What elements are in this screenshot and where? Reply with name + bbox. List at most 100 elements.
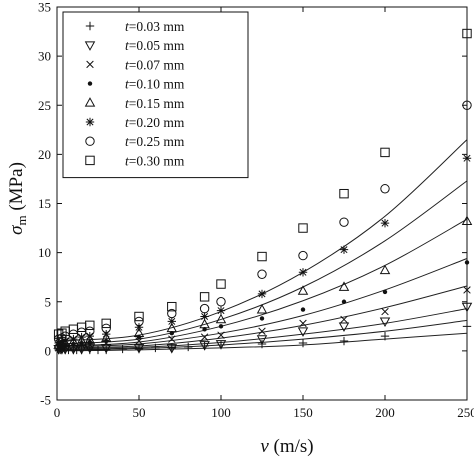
x-tick-label: 250 [457,405,474,420]
data-point-triangle-down [256,335,268,345]
data-point-square [257,251,267,262]
legend-entry-var: t [125,57,130,72]
legend-entry-var: t [125,77,130,92]
data-point-triangle-up [215,313,227,324]
data-point-plus [380,331,390,341]
legend-entry: t=0.25 mm [125,134,185,149]
legend-entry: t=0.30 mm [125,153,185,168]
legend-entry: t=0.20 mm [125,115,185,130]
data-point-circle [199,303,210,314]
legend-marker-dot [87,81,93,86]
legend-entry-var: t [125,38,130,53]
legend-entry: t=0.07 mm [125,57,185,72]
legend-entry-text: =0.30 mm [129,153,185,168]
legend-entry-var: t [125,96,130,111]
data-point-square [339,188,349,199]
data-point-asterisk [101,329,111,339]
legend-entry: t=0.10 mm [125,77,185,92]
data-point-asterisk [298,268,308,277]
data-point-triangle-up [297,285,309,295]
data-point-dot [464,260,470,265]
data-point-triangle-down [199,341,210,351]
y-tick-label: 15 [38,196,51,211]
data-point-triangle-up [133,327,145,338]
y-axis-label: σm (MPa) [6,162,29,235]
data-point-plus [118,344,127,354]
data-point-plus [183,342,193,352]
data-point-plus [93,345,103,355]
legend-entry-var: t [125,134,130,149]
data-point-asterisk [339,245,349,254]
legend-marker-asterisk [85,117,95,127]
data-point-circle [298,250,308,261]
y-tick-label: 30 [38,49,51,64]
data-point-asterisk [85,331,95,341]
data-point-square [216,279,226,289]
data-point-asterisk [257,289,267,299]
y-axis-unit: (MPa) [6,162,27,215]
data-point-triangle-up [84,334,96,344]
y-tick-label: 10 [38,245,51,260]
data-point-plus [151,343,160,353]
data-point-dot [341,299,347,304]
data-point-square [380,147,390,158]
data-point-circle [216,297,226,307]
data-point-x [135,337,143,345]
data-point-dot [382,289,388,295]
data-point-asterisk [216,306,226,315]
legend-entry-var: t [125,115,130,130]
fit-line-8 [56,139,468,342]
y-tick-label: 25 [38,98,51,113]
legend-entry-var: t [125,153,130,168]
legend-entry: t=0.15 mm [125,96,185,111]
data-point-x [340,315,348,324]
y-axis-subscript: m [14,215,29,225]
data-point-square [53,329,64,339]
data-point-triangle-down [297,327,309,337]
data-point-x [463,286,471,294]
data-point-triangle-up [100,332,112,342]
legend-box [62,11,249,179]
data-point-x [258,327,266,335]
fit-line-4 [56,285,468,349]
fit-line-5 [56,258,468,348]
data-point-dot [218,324,224,329]
legend-entry-text: =0.05 mm [129,38,185,53]
legend-marker-triangle-up [84,97,96,107]
data-point-square [462,28,472,39]
data-point-square [134,311,144,322]
legend: t=0.03 mmt=0.05 mmt=0.07 mmt=0.10 mmt=0.… [62,11,249,179]
data-point-x [381,307,389,316]
data-point-dot [259,316,265,321]
data-point-circle [339,217,349,227]
data-point-asterisk [167,317,177,326]
data-point-square [167,301,177,312]
legend-marker-triangle-down [84,41,96,51]
legend-entry-var: t [125,19,130,34]
data-point-circle [380,184,390,194]
data-point-triangle-up [53,339,64,349]
legend-entry-text: =0.25 mm [129,134,185,149]
data-point-x [200,333,209,341]
data-point-triangle-down [215,340,227,350]
data-point-circle [101,323,111,333]
data-point-square [57,328,67,338]
data-point-asterisk [69,334,78,344]
data-point-triangle-down [338,322,350,332]
legend-entry-text: =0.07 mm [129,57,185,72]
fit-line-7 [56,180,468,345]
data-point-triangle-up [256,303,268,314]
x-tick-label: 100 [211,405,231,420]
x-axis-symbol: v [260,436,269,457]
legend-marker-x [86,60,94,69]
data-point-square [76,322,87,332]
legend-entry: t=0.03 mm [125,19,185,34]
data-point-asterisk [77,332,86,342]
x-axis-unit: (m/s) [269,436,314,457]
x-tick-label: 0 [54,405,61,420]
data-point-circle [257,269,267,279]
data-point-dot [136,334,142,340]
legend-entry-text: =0.10 mm [129,77,185,92]
data-point-square [68,324,79,334]
